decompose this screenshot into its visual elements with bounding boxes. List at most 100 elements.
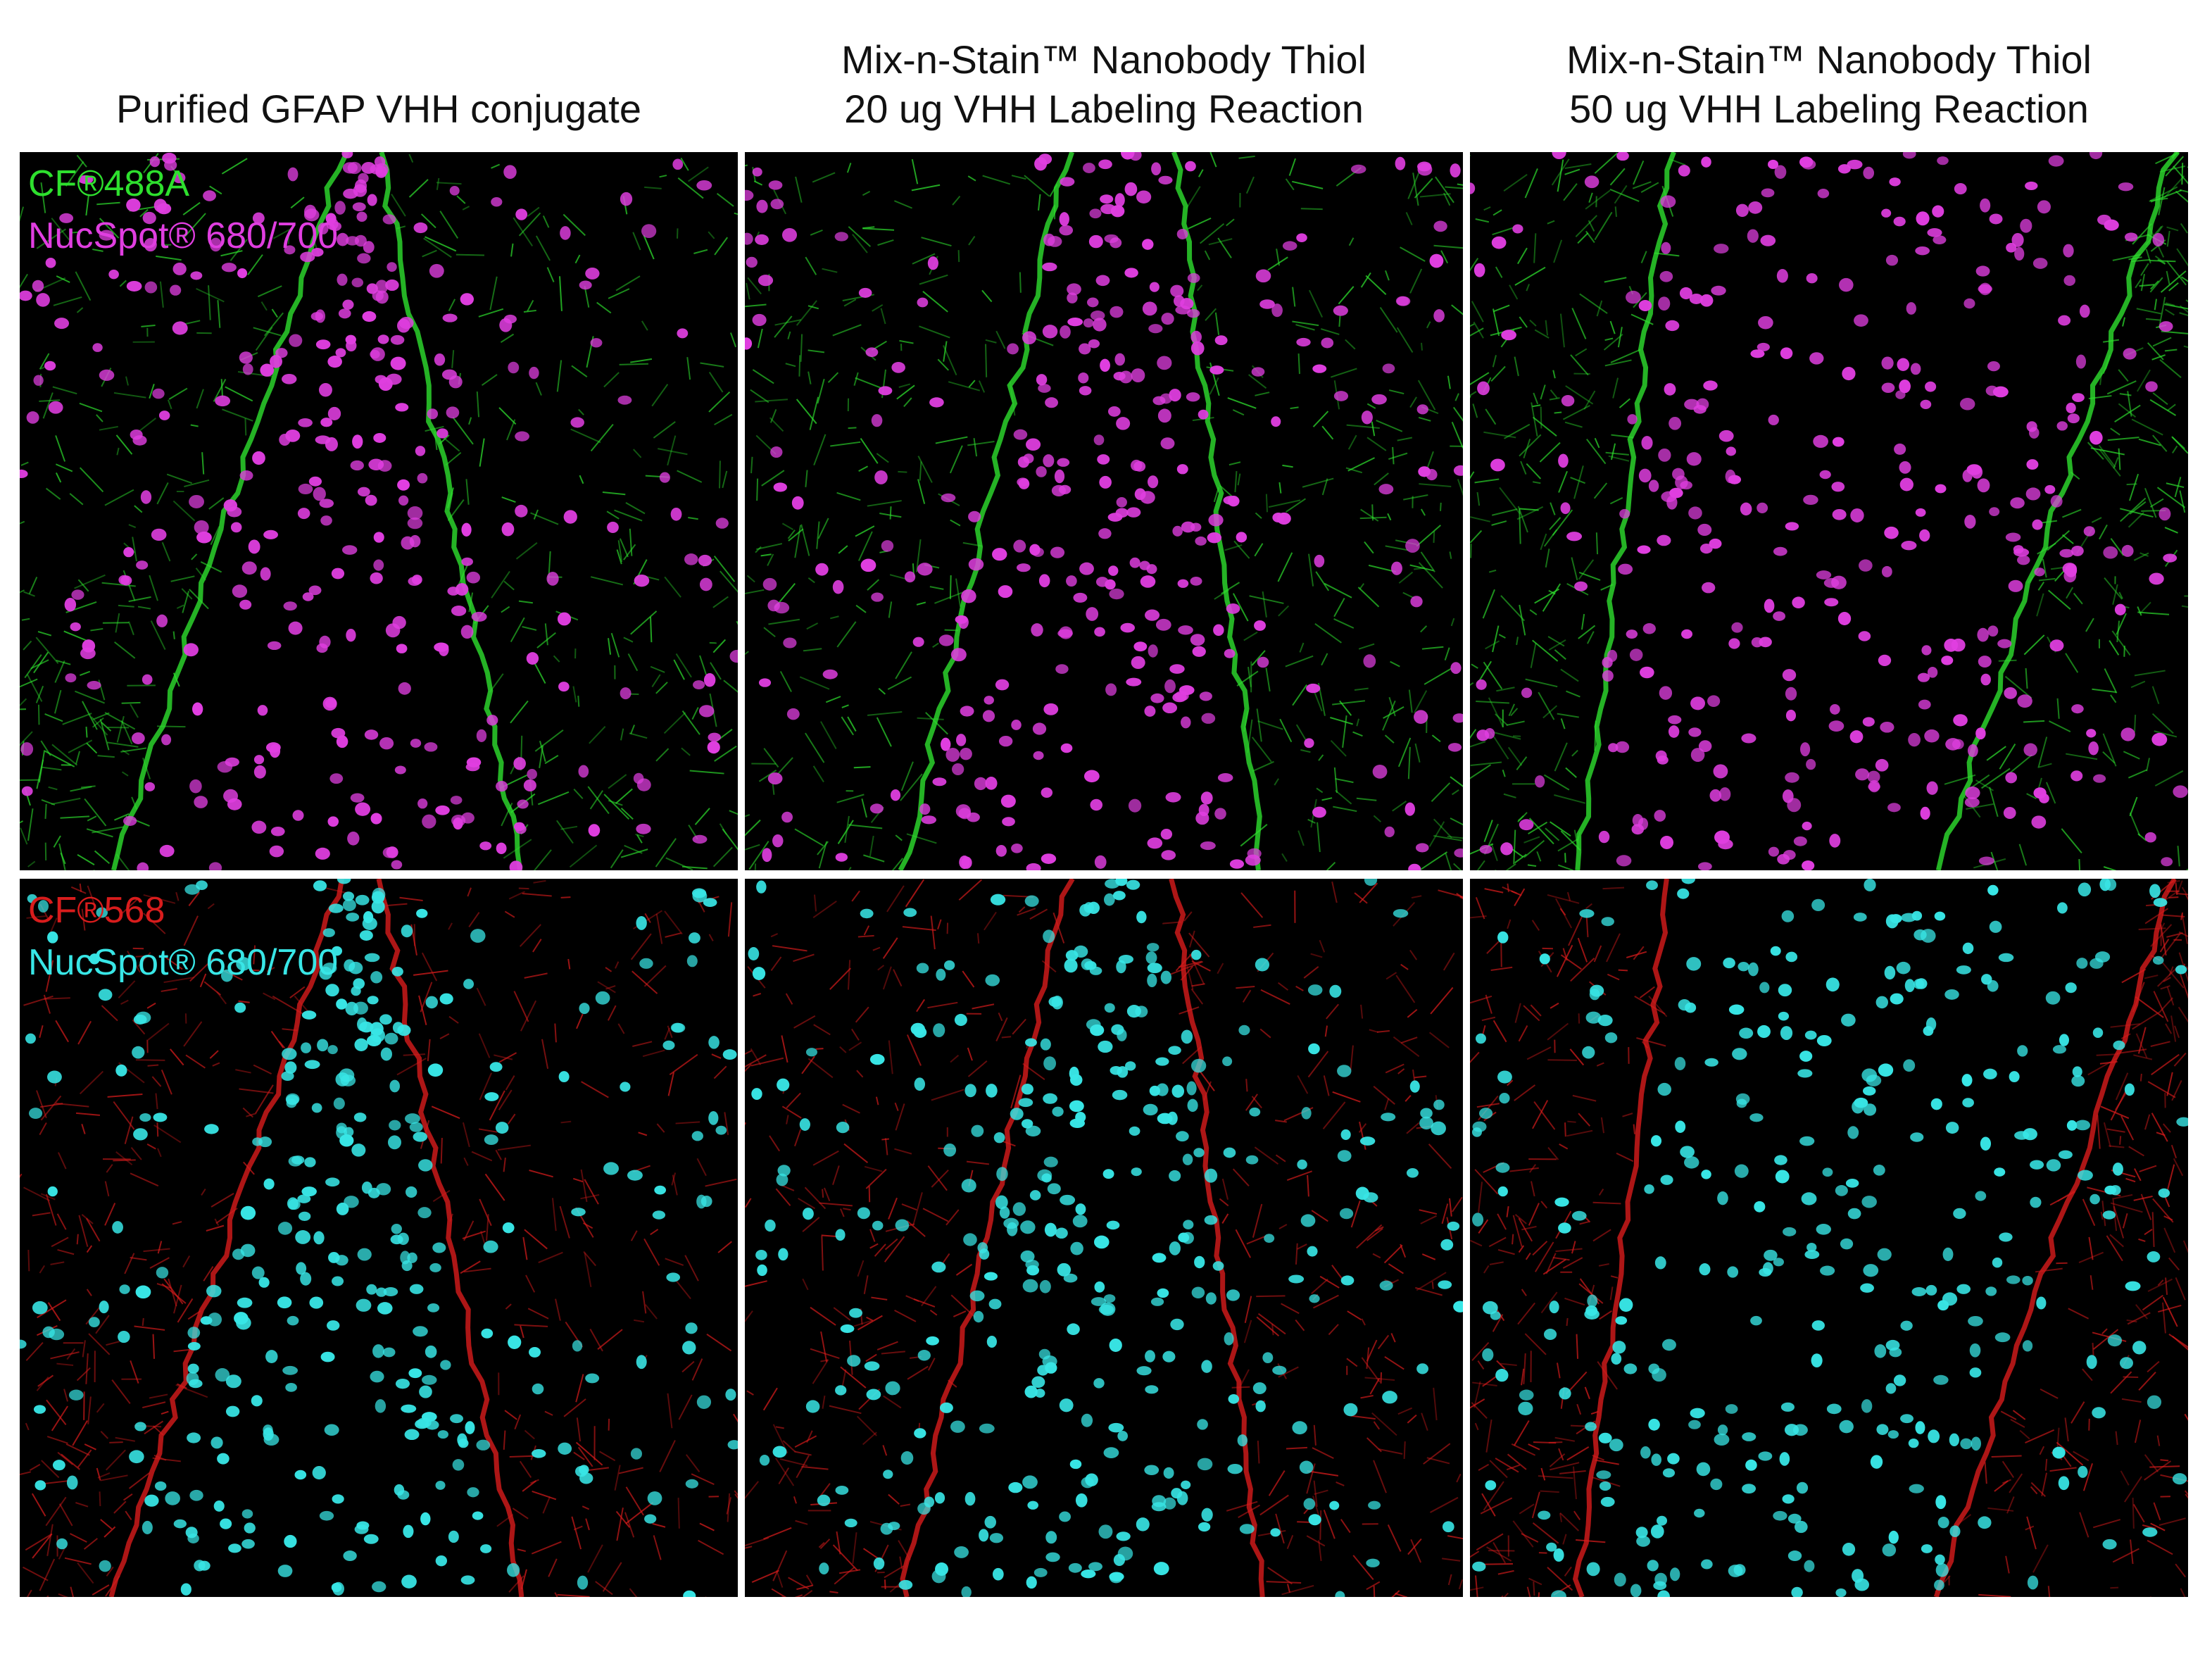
nucleus [1150,1297,1164,1306]
fiber [1323,1510,1336,1539]
fiber [500,333,515,344]
fiber [799,676,830,690]
nucleus [1255,1400,1266,1412]
nucleus [401,1260,413,1272]
fiber [1426,1457,1450,1465]
nucleus [165,1491,180,1505]
fiber [1540,1201,1548,1209]
fiber [221,158,248,175]
nucleus [1626,629,1638,639]
nucleus [1855,768,1870,781]
fiber [2160,270,2187,293]
nucleus [1962,942,1974,954]
nucleus [1128,798,1142,813]
nucleus [1926,781,1938,795]
nucleus [96,907,108,918]
nucleus [995,845,1007,857]
fiber [812,901,837,919]
fiber [77,579,89,592]
nucleus [387,262,397,272]
nucleus [1227,1463,1243,1474]
fiber [894,1102,899,1111]
nucleus [1549,1301,1559,1314]
fiber [2041,1472,2048,1497]
fiber [1326,861,1336,870]
fiber [527,206,540,217]
nucleus [344,959,356,972]
fiber [2134,1168,2142,1182]
fiber [1358,643,1375,650]
fiber [1312,1447,1334,1460]
nucleus [48,401,63,414]
nucleus [799,1118,810,1131]
nucleus [1472,1561,1486,1572]
fiber [51,1236,69,1248]
fiber [1366,1437,1382,1453]
fiber [681,747,691,756]
fiber [471,1151,493,1162]
fiber [35,637,59,664]
fiber [587,786,610,815]
nucleus [2152,956,2164,965]
nucleus [2014,1131,2030,1140]
fiber [2182,1240,2188,1253]
fiber [1384,1355,1405,1370]
nucleus [373,432,387,443]
panel-background [20,879,738,1597]
fiber [2049,720,2071,733]
nucleus [917,1350,931,1361]
nucleus [499,318,513,332]
fiber [1052,912,1065,944]
nucleus [670,1022,684,1033]
fiber [1366,1227,1383,1241]
nucleus [1623,1363,1638,1374]
nucleus [1090,311,1105,321]
fiber [439,1033,450,1040]
nucleus [1115,879,1128,886]
fiber [1352,731,1363,737]
nucleus [320,418,333,427]
nucleus [342,898,356,912]
fiber [1516,506,1544,520]
nucleus [362,917,377,930]
fiber [942,345,957,376]
nucleus [1109,1572,1124,1581]
nucleus [389,1120,401,1131]
fiber [253,1064,272,1075]
fiber [1415,1286,1443,1296]
nucleus [1934,911,1946,921]
nucleus [409,534,421,548]
nucleus [52,1460,65,1471]
fiber [1554,1436,1576,1442]
fiber [891,858,904,870]
nucleus [33,1405,46,1414]
fiber [247,254,263,275]
fiber [2109,1145,2125,1148]
fiber [555,1298,561,1321]
nucleus [1200,791,1213,805]
fiber [1257,720,1283,730]
fiber [2177,846,2180,867]
fiber [52,386,77,395]
nucleus [1611,1353,1622,1365]
nucleus [1875,996,1889,1009]
nucleus [486,715,498,726]
fiber [615,275,641,292]
nucleus [1044,1222,1057,1237]
fiber [1300,749,1311,753]
fiber [157,1241,163,1254]
nucleus [1017,456,1029,468]
fiber [867,500,902,507]
fiber [132,537,137,562]
fiber [998,1012,1003,1022]
fiber [1528,1203,1540,1226]
fiber [1419,1209,1438,1215]
fiber [967,1060,988,1077]
nucleus [1131,1167,1142,1177]
fiber [1440,502,1442,511]
fiber [56,1213,67,1230]
fiber [952,195,961,206]
fiber [519,1460,532,1479]
nucleus [1075,1493,1088,1508]
nucleus [1680,480,1692,490]
